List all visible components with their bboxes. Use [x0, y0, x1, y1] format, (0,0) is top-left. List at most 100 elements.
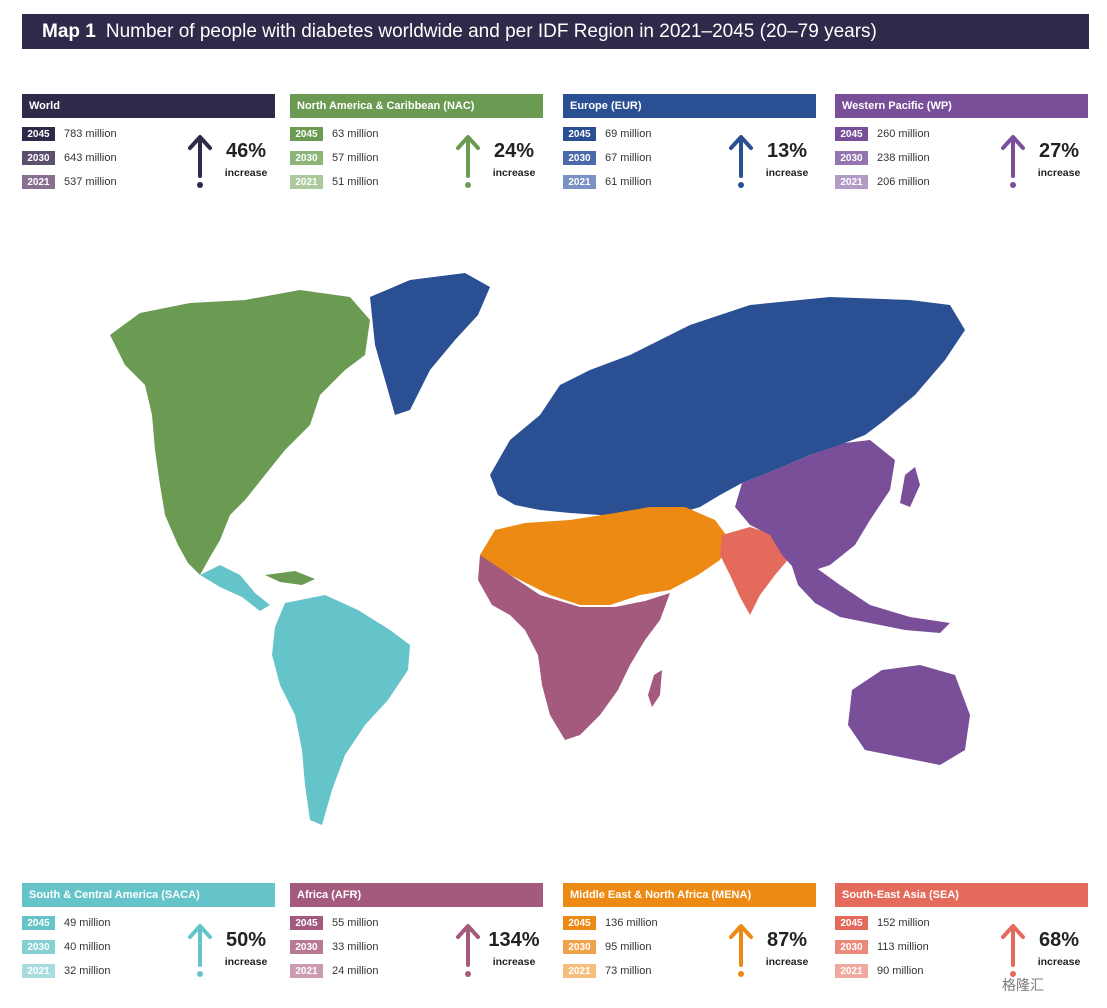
- arrow-up-icon: [188, 924, 212, 977]
- arrow-up-icon: [1001, 135, 1025, 188]
- value-text: 90 million: [877, 965, 924, 977]
- value-text: 61 million: [605, 176, 652, 188]
- year-badge: 2045: [563, 916, 596, 930]
- arrow-up-icon: [456, 924, 480, 977]
- region-southeast-asia: [790, 560, 950, 633]
- year-badge: 2021: [22, 175, 55, 189]
- year-badge: 2021: [290, 964, 323, 978]
- value-text: 24 million: [332, 965, 379, 977]
- year-badge: 2030: [835, 940, 868, 954]
- value-text: 238 million: [877, 152, 930, 164]
- arrow-up-icon: [729, 924, 753, 977]
- region-japan: [900, 467, 920, 507]
- increase-label: increase: [765, 956, 809, 968]
- arrow-up-icon: [1001, 924, 1025, 977]
- value-text: 49 million: [64, 917, 111, 929]
- panel-nac: North America & Caribbean (NAC) 2045 63 m…: [290, 94, 543, 204]
- year-badge: 2045: [290, 916, 323, 930]
- value-text: 95 million: [605, 941, 652, 953]
- percent-increase: 46%: [225, 140, 267, 162]
- value-text: 113 million: [877, 941, 929, 953]
- region-caribbean: [265, 571, 315, 585]
- arrow-up-icon: [188, 135, 212, 188]
- year-badge: 2045: [22, 127, 55, 141]
- region-africa: [478, 555, 670, 740]
- region-europe-russia: [490, 297, 965, 520]
- region-madagascar: [648, 670, 662, 707]
- percent-increase: 68%: [1038, 929, 1080, 951]
- year-badge: 2045: [835, 916, 868, 930]
- year-badge: 2030: [290, 940, 323, 954]
- year-badge: 2021: [22, 964, 55, 978]
- year-badge: 2045: [290, 127, 323, 141]
- value-text: 63 million: [332, 128, 379, 140]
- value-text: 206 million: [877, 176, 930, 188]
- panel-title: Africa (AFR): [290, 883, 543, 907]
- year-badge: 2030: [835, 151, 868, 165]
- increase-label: increase: [1037, 167, 1081, 179]
- value-text: 783 million: [64, 128, 117, 140]
- region-south-asia: [720, 527, 792, 615]
- value-text: 51 million: [332, 176, 379, 188]
- value-text: 67 million: [605, 152, 652, 164]
- panel-title: South-East Asia (SEA): [835, 883, 1088, 907]
- map-title: Number of people with diabetes worldwide…: [105, 20, 877, 42]
- panel-mena: Middle East & North Africa (MENA) 2045 13…: [563, 883, 816, 993]
- value-text: 260 million: [877, 128, 930, 140]
- percent-increase: 24%: [493, 140, 535, 162]
- region-south-america: [272, 595, 410, 825]
- year-badge: 2045: [835, 127, 868, 141]
- increase-label: increase: [492, 167, 536, 179]
- panel-title: South & Central America (SACA): [22, 883, 275, 907]
- percent-increase: 13%: [766, 140, 808, 162]
- region-mena: [480, 507, 730, 605]
- value-text: 136 million: [605, 917, 658, 929]
- value-text: 32 million: [64, 965, 111, 977]
- percent-increase: 87%: [766, 929, 808, 951]
- region-north-america: [110, 290, 370, 575]
- watermark: 格隆汇: [1002, 978, 1044, 994]
- panel-title: Europe (EUR): [563, 94, 816, 118]
- increase-label: increase: [1037, 956, 1081, 968]
- region-east-asia: [735, 440, 895, 575]
- map-number: Map 1: [42, 20, 96, 42]
- panel-sea: South-East Asia (SEA) 2045 152 million 20…: [835, 883, 1088, 993]
- region-australia: [848, 665, 970, 765]
- panel-title: World: [22, 94, 275, 118]
- year-badge: 2030: [563, 940, 596, 954]
- value-text: 537 million: [64, 176, 117, 188]
- value-text: 69 million: [605, 128, 652, 140]
- value-text: 40 million: [64, 941, 111, 953]
- value-text: 57 million: [332, 152, 379, 164]
- map-header: Map 1 Number of people with diabetes wor…: [22, 14, 1089, 49]
- year-badge: 2021: [563, 964, 596, 978]
- panel-wp: Western Pacific (WP) 2045 260 million 203…: [835, 94, 1088, 204]
- panel-eur: Europe (EUR) 2045 69 million 2030 67 milli…: [563, 94, 816, 204]
- year-badge: 2045: [22, 916, 55, 930]
- region-greenland: [370, 273, 490, 415]
- year-badge: 2030: [22, 151, 55, 165]
- world-map: [110, 273, 970, 825]
- percent-increase: 27%: [1038, 140, 1080, 162]
- value-text: 33 million: [332, 941, 379, 953]
- percent-increase: 50%: [225, 929, 267, 951]
- panel-saca: South & Central America (SACA) 2045 49 mi…: [22, 883, 275, 993]
- panel-afr: Africa (AFR) 2045 55 million 2030 33 milli…: [290, 883, 543, 993]
- increase-label: increase: [492, 956, 536, 968]
- panel-title: North America & Caribbean (NAC): [290, 94, 543, 118]
- year-badge: 2045: [563, 127, 596, 141]
- value-text: 643 million: [64, 152, 117, 164]
- arrow-up-icon: [456, 135, 480, 188]
- value-text: 55 million: [332, 917, 379, 929]
- increase-label: increase: [224, 167, 268, 179]
- panel-title: Western Pacific (WP): [835, 94, 1088, 118]
- region-central-america: [200, 565, 270, 611]
- year-badge: 2030: [290, 151, 323, 165]
- value-text: 73 million: [605, 965, 652, 977]
- increase-label: increase: [224, 956, 268, 968]
- year-badge: 2021: [563, 175, 596, 189]
- year-badge: 2021: [835, 964, 868, 978]
- increase-label: increase: [765, 167, 809, 179]
- panel-title: Middle East & North Africa (MENA): [563, 883, 816, 907]
- arrow-up-icon: [729, 135, 753, 188]
